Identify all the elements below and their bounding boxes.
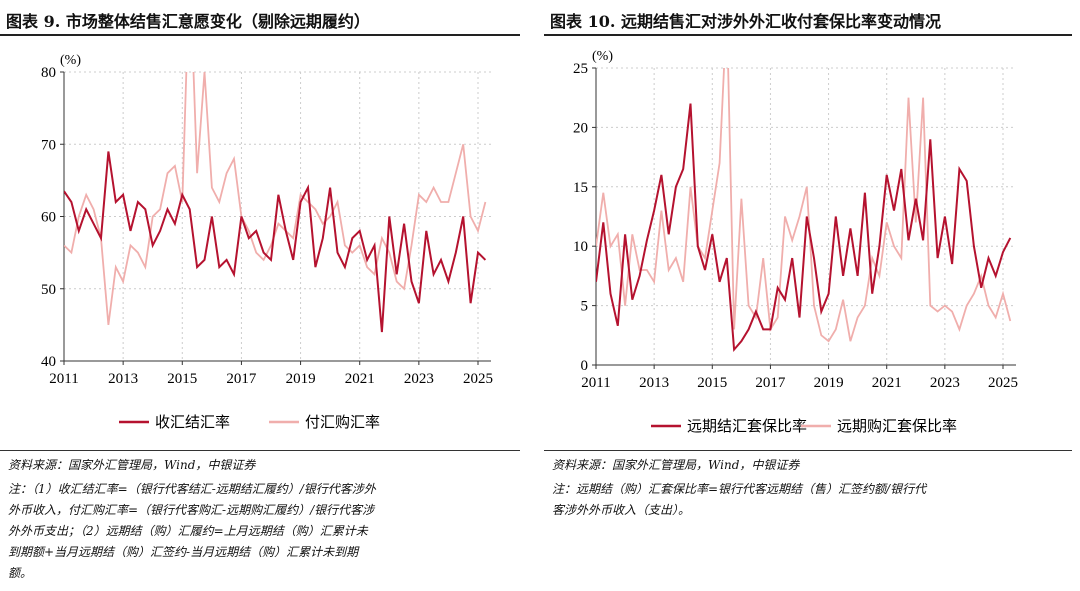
series-line-1: [596, 103, 1012, 353]
notes: 注：远期结（购）汇套保比率=银行代客远期结（售）汇签约额/银行代 客涉外外币收入…: [552, 479, 926, 521]
chart-title: 图表 10. 远期结售汇对涉外外汇收付套保比率变动情况: [550, 12, 941, 31]
note-line: 额。: [8, 566, 33, 580]
x-tick-label: 2023: [404, 371, 434, 387]
y-unit-label: (%): [60, 53, 81, 68]
y-tick-label: 15: [573, 180, 588, 196]
y-tick-label: 70: [41, 137, 56, 153]
y-tick-label: 25: [573, 61, 588, 77]
legend-label-1: 收汇结汇率: [155, 414, 230, 431]
x-tick-label: 2015: [697, 375, 727, 391]
notes: 注：（1）收汇结汇率=（银行代客结汇-远期结汇履约）/银行代客涉外 外币收入，付…: [8, 479, 376, 584]
title-rule: [0, 34, 520, 36]
divider: [0, 450, 520, 451]
chart-panel-9: 图表 9. 市场整体结售汇意愿变化（剔除远期履约） 40 50 60 70 80 2011…: [0, 0, 528, 580]
x-tick-label: 2025: [988, 375, 1018, 391]
x-tick-label: 2025: [463, 371, 493, 387]
note-line: 客涉外外币收入（支出）。: [552, 503, 691, 517]
x-tick-label: 2013: [108, 371, 138, 387]
x-tick-label: 2023: [930, 375, 960, 391]
series-line-2: [596, 68, 1012, 343]
divider: [544, 450, 1072, 451]
x-tick-label: 2015: [167, 371, 197, 387]
x-tick-label: 2021: [345, 371, 375, 387]
series-line-2: [64, 72, 487, 326]
y-tick-label: 40: [41, 354, 56, 370]
chart-panel-10: 图表 10. 远期结售汇对涉外外汇收付套保比率变动情况 0 5 10 15 20 25 20…: [544, 0, 1080, 517]
legend-label-2: 付汇购汇率: [305, 414, 380, 431]
x-tick-label: 2011: [581, 375, 610, 391]
note-line: 外币收入，付汇购汇率=（银行代客购汇-远期购汇履约）/银行代客涉: [8, 503, 375, 517]
legend-label-2: 远期购汇套保比率: [837, 418, 957, 435]
x-tick-label: 2017: [226, 371, 257, 387]
x-tick-label: 2021: [872, 375, 902, 391]
x-tick-label: 2019: [286, 371, 316, 387]
note-line: 到期额+当月远期结（购）汇签约-当月远期结（购）汇累计未到期: [8, 545, 359, 559]
x-tick-label: 2017: [755, 375, 786, 391]
series-line-1: [64, 151, 487, 333]
title-rule: [544, 34, 1072, 36]
note-line: 注：远期结（购）汇套保比率=银行代客远期结（售）汇签约额/银行代: [552, 482, 927, 496]
y-tick-label: 60: [41, 210, 56, 226]
source-text: 资料来源：国家外汇管理局，Wind，中银证券: [8, 458, 256, 472]
source-text: 资料来源：国家外汇管理局，Wind，中银证券: [552, 458, 800, 472]
x-tick-label: 2019: [814, 375, 844, 391]
note-line: 注：（1）收汇结汇率=（银行代客结汇-远期结汇履约）/银行代客涉外: [8, 482, 376, 496]
legend-label-1: 远期结汇套保比率: [687, 418, 807, 435]
y-tick-label: 0: [581, 358, 589, 374]
chart-title: 图表 9. 市场整体结售汇意愿变化（剔除远期履约）: [6, 12, 370, 31]
x-tick-label: 2011: [49, 371, 78, 387]
y-tick-label: 20: [573, 120, 588, 136]
y-unit-label: (%): [592, 49, 613, 64]
y-tick-label: 80: [41, 65, 56, 81]
y-tick-label: 5: [581, 299, 589, 315]
x-tick-label: 2013: [639, 375, 669, 391]
chart-9-svg: 40 50 60 70 80 2011 2013 2015 2017 2019 2021 2023 20…: [41, 53, 493, 431]
y-tick-label: 10: [573, 239, 588, 255]
y-tick-label: 50: [41, 282, 56, 298]
note-line: 外外币支出；（2）远期结（购）汇履约=上月远期结（购）汇累计未: [8, 524, 368, 538]
